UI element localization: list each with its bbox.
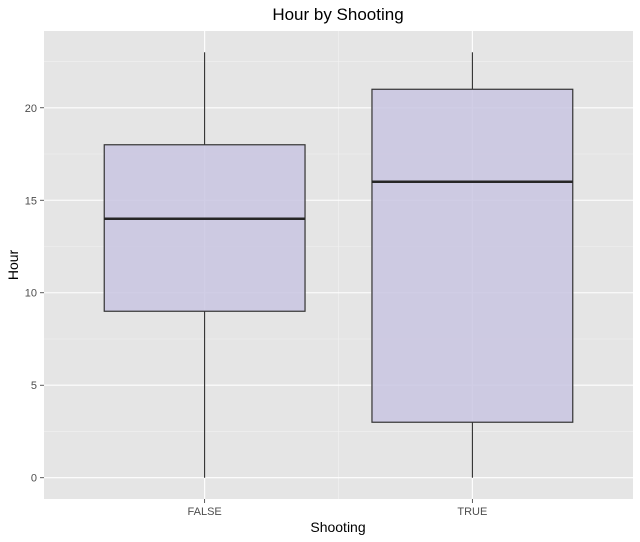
y-axis-title: Hour <box>5 249 21 280</box>
x-tick-label-0: FALSE <box>188 506 222 518</box>
x-axis-title: Shooting <box>310 519 365 535</box>
chart-title: Hour by Shooting <box>272 5 403 24</box>
iqr-box <box>103 144 306 312</box>
boxplot-false <box>103 52 306 478</box>
boxplot-true <box>371 52 574 478</box>
iqr-box <box>371 88 574 423</box>
y-tick-label-3: 15 <box>25 195 37 207</box>
y-tick-label-0: 0 <box>31 473 37 485</box>
x-axis: FALSE TRUE <box>188 499 487 518</box>
y-tick-label-4: 20 <box>25 103 37 115</box>
y-tick-label-2: 10 <box>25 288 37 300</box>
x-tick-label-1: TRUE <box>457 506 487 518</box>
y-tick-label-1: 5 <box>31 380 37 392</box>
y-axis: 0 5 10 15 20 <box>25 103 44 485</box>
boxplots <box>103 52 574 478</box>
